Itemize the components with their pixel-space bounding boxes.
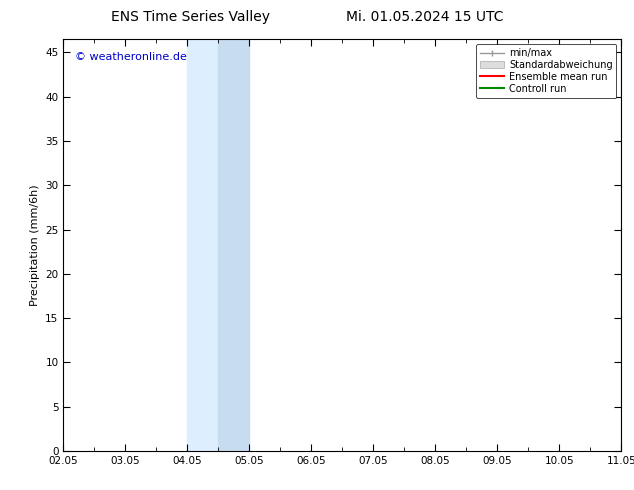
Bar <box>621 39 634 451</box>
Text: © weatheronline.de: © weatheronline.de <box>75 51 186 62</box>
Y-axis label: Precipitation (mm/6h): Precipitation (mm/6h) <box>30 184 40 306</box>
Text: Mi. 01.05.2024 15 UTC: Mi. 01.05.2024 15 UTC <box>346 10 503 24</box>
Legend: min/max, Standardabweichung, Ensemble mean run, Controll run: min/max, Standardabweichung, Ensemble me… <box>476 44 616 98</box>
Bar <box>188 39 218 451</box>
Bar <box>218 39 249 451</box>
Text: ENS Time Series Valley: ENS Time Series Valley <box>111 10 269 24</box>
